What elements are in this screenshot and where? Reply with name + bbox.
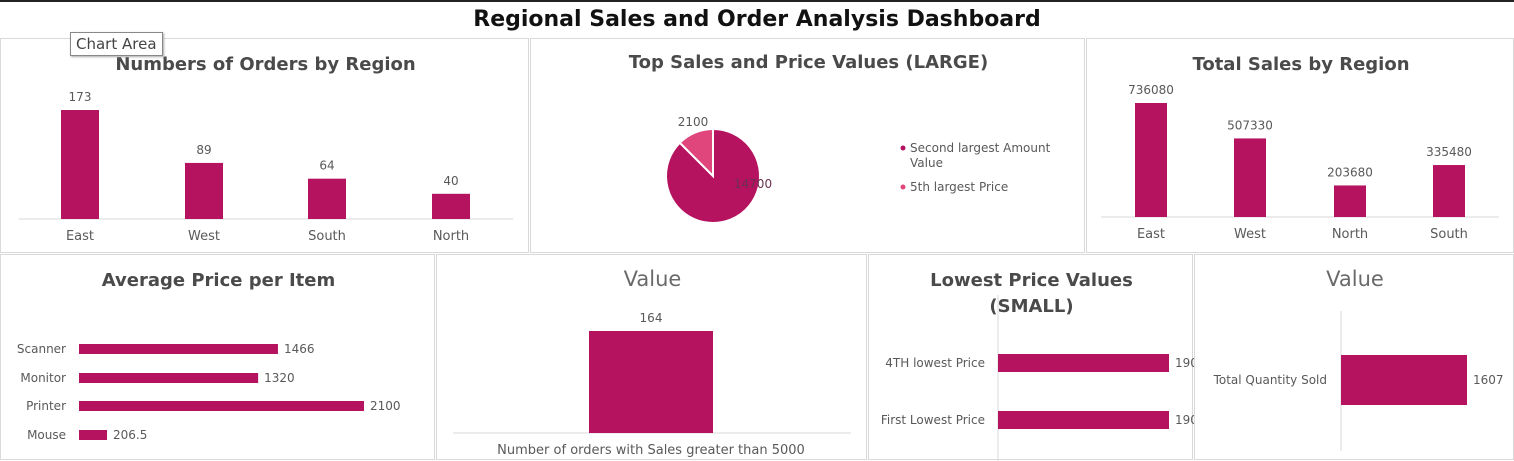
bar-4th-lowest-price [998,354,1169,372]
category-label: Printer [26,399,66,413]
data-label: 190 [1175,413,1194,427]
bar-monitor [79,373,259,383]
chart-title: Total Sales by Region [1192,54,1409,75]
chart-title: Value [1326,267,1384,291]
legend-marker [900,184,906,190]
orders-over-5000-chart[interactable]: Value 164 Number of orders with Sales grea… [436,254,867,460]
bar-number-of-orders-with-sales-greater-than-5000 [589,331,713,433]
data-label: 1466 [284,342,315,356]
total-sales-by-region-chart[interactable]: Total Sales by Region 736080 East 507330 Wes… [1086,38,1514,253]
bar-north [1334,185,1366,217]
bar-north [432,193,470,219]
category-label: North [1332,227,1368,242]
bar-south [1433,165,1465,217]
legend-line: Second largest Amount [910,141,1051,155]
category-label: 4TH lowest Price [885,356,985,370]
bar-mouse [79,430,108,440]
total-quantity-chart[interactable]: Value Total Quantity Sold 1607 [1194,254,1514,460]
category-label: South [308,229,346,244]
chart-title: Top Sales and Price Values (LARGE) [629,52,988,73]
category-label: West [1234,227,1266,242]
data-label: 14700 [734,177,772,191]
bar-east [1135,103,1167,217]
data-label: 203680 [1327,165,1373,179]
chart-title: (SMALL) [989,296,1073,317]
lowest-price-chart[interactable]: Lowest Price Values (SMALL) 4TH lowest Pri… [868,254,1194,461]
data-label: 1320 [264,371,295,385]
chart-title: Lowest Price Values [930,270,1133,291]
chart-title: Numbers of Orders by Region [115,54,415,75]
bar-total-quantity-sold [1341,355,1467,405]
category-label: South [1430,227,1468,242]
legend-line: Value [910,156,943,170]
legend-entry: 5th largest Price [910,180,1008,194]
category-label: West [188,229,220,244]
bar-printer [79,401,364,411]
data-label: 1607 [1473,373,1504,387]
category-label: Monitor [20,371,66,385]
bar-west [185,162,223,219]
chart-area-tooltip: Chart Area [70,32,163,56]
category-label: Total Quantity Sold [1213,373,1327,387]
dashboard-title: Regional Sales and Order Analysis Dashbo… [0,0,1514,38]
data-label: 40 [443,174,458,188]
category-label: First Lowest Price [881,413,985,427]
category-label: Scanner [17,342,66,356]
bar-east [61,110,99,219]
average-price-chart[interactable]: Average Price per Item Scanner 1466 Monitor… [0,254,435,460]
category-label: East [1137,227,1165,242]
data-label: 2100 [370,399,401,413]
category-label: North [433,229,469,244]
data-label: 206.5 [113,428,147,442]
category-label: Mouse [27,428,66,442]
data-label: 173 [69,90,92,104]
bar-south [308,178,346,219]
data-label: 164 [640,311,663,325]
bar-first-lowest-price [998,411,1169,429]
chart-title: Value [624,267,682,291]
data-label: 64 [319,159,334,173]
bar-west [1234,138,1266,217]
legend-marker [900,145,906,151]
chart-title: Average Price per Item [102,270,336,291]
data-label: 190 [1175,356,1194,370]
data-label: 736080 [1128,83,1174,97]
orders-by-region-chart[interactable]: Numbers of Orders by Region 173 East 89 West… [0,38,529,253]
bar-scanner [79,344,278,354]
category-label: Number of orders with Sales greater than… [497,443,805,458]
data-label: 507330 [1227,118,1273,132]
data-label: 335480 [1426,145,1472,159]
data-label: 89 [196,143,211,157]
category-label: East [66,229,94,244]
data-label: 2100 [678,115,709,129]
top-sales-pie-chart[interactable]: Top Sales and Price Values (LARGE) 14700 2… [530,38,1085,253]
pie-slice [678,127,714,179]
